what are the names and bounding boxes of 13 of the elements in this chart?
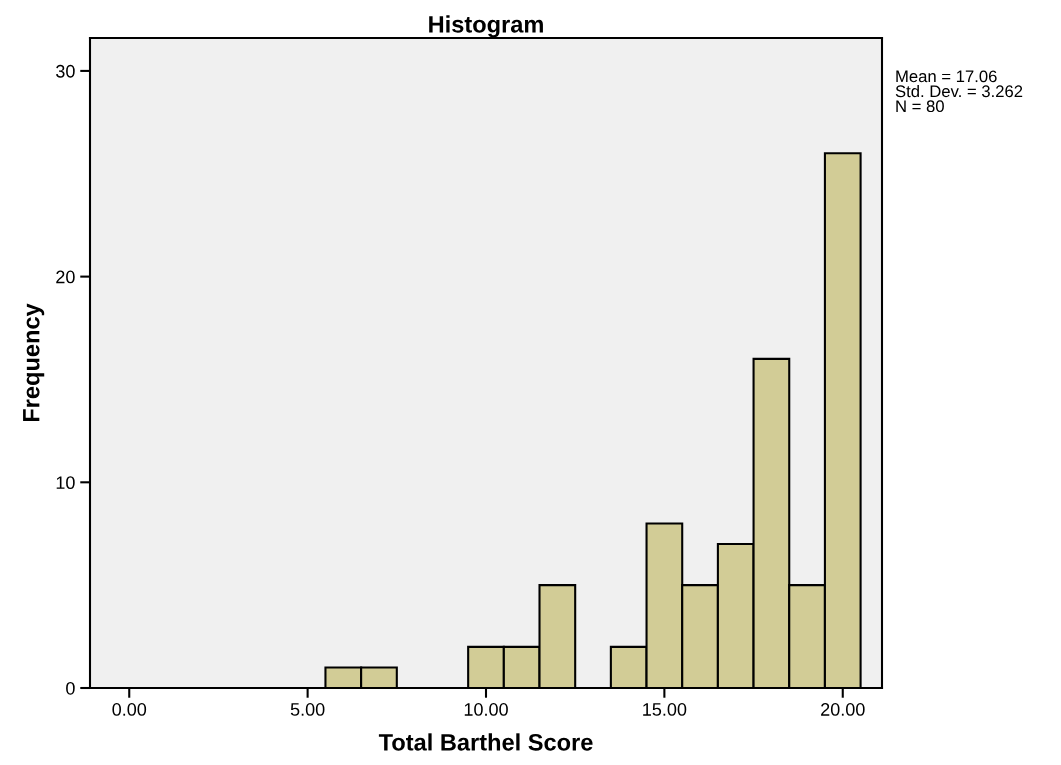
y-tick-label: 20 (56, 270, 75, 284)
y-tick-label: 30 (56, 64, 75, 78)
x-tick-label: 5.00 (290, 703, 325, 716)
y-tick-label: 0 (66, 681, 75, 695)
x-tick-label: 10.00 (464, 703, 508, 716)
y-tick-label: 10 (56, 476, 75, 490)
x-tick-label: 20.00 (821, 703, 865, 716)
text: Mean = 17.06 Std. Dev. = 3.262 N = 80 (895, 70, 1023, 113)
y-axis-title: Frequency (23, 303, 45, 422)
x-tick-label: 15.00 (643, 703, 687, 716)
x-tick-label: 0.00 (112, 703, 147, 716)
chart-title: Histogram (429, 15, 543, 38)
x-axis-title: Total Barthel Score (378, 733, 593, 751)
